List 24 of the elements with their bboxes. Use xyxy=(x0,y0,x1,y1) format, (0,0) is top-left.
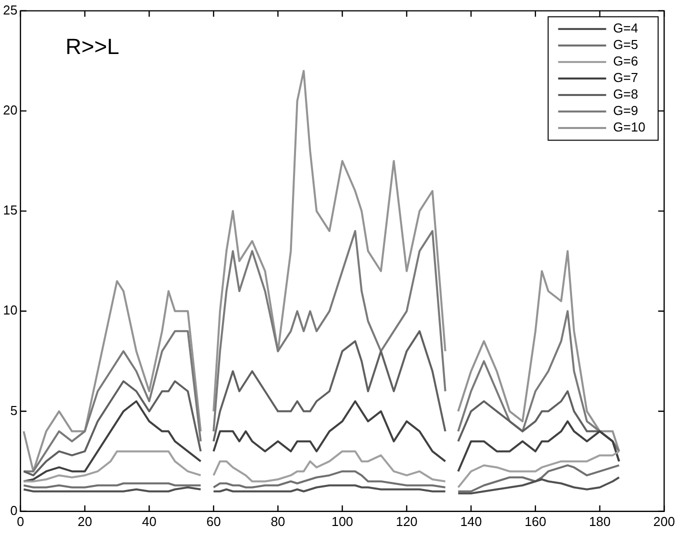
x-tick-label: 200 xyxy=(653,514,676,529)
x-tick-label: 100 xyxy=(331,514,354,529)
x-tick-label: 180 xyxy=(588,514,611,529)
legend-label: G=7 xyxy=(613,70,638,86)
x-tick-label: 160 xyxy=(524,514,546,529)
legend-label: G=5 xyxy=(613,37,638,52)
x-tick-label: 120 xyxy=(396,514,418,529)
legend-label: G=9 xyxy=(613,103,638,118)
x-tick-label: 20 xyxy=(78,514,92,529)
x-tick-label: 80 xyxy=(270,514,286,529)
y-tick-label: 15 xyxy=(2,202,18,218)
y-tick-label: 20 xyxy=(2,102,18,118)
legend-label: G=6 xyxy=(613,54,638,69)
legend-label: G=10 xyxy=(613,120,646,135)
x-tick-label: 140 xyxy=(460,514,482,529)
y-tick-label: 10 xyxy=(2,302,18,318)
y-tick-label: 5 xyxy=(10,402,18,418)
legend-label: G=4 xyxy=(613,20,638,36)
x-tick-label: 60 xyxy=(206,514,221,529)
x-tick-label: 40 xyxy=(142,514,156,529)
y-tick-label: 25 xyxy=(2,2,18,18)
legend-label: G=8 xyxy=(613,86,638,102)
annotation: R>>L xyxy=(65,34,120,59)
y-tick-label: 0 xyxy=(10,502,18,518)
